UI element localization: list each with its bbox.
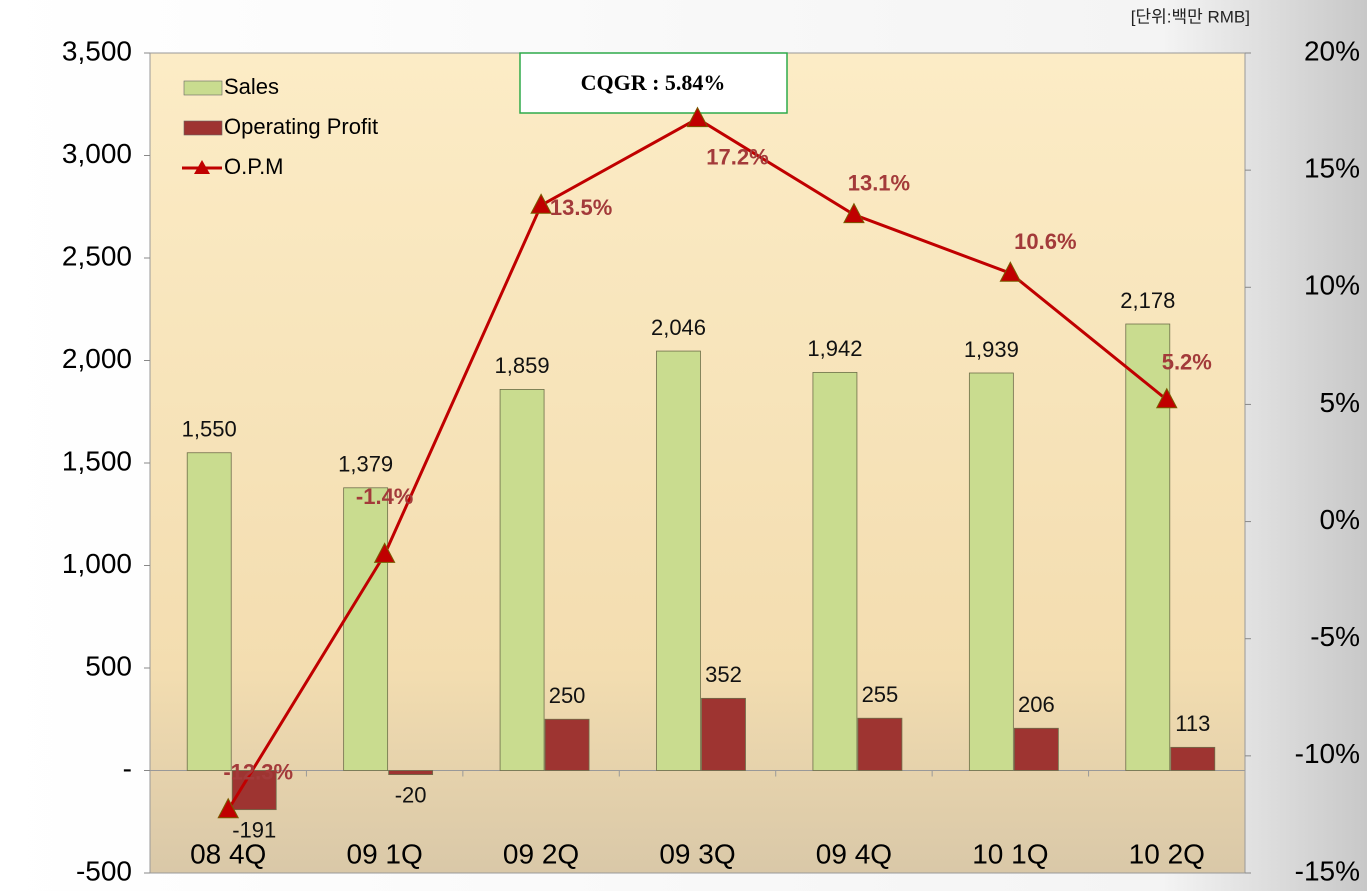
- data-label: 17.2%: [706, 144, 768, 169]
- x-tick-label: 09 2Q: [503, 838, 579, 869]
- y2-tick-label: -5%: [1310, 621, 1360, 652]
- bar: [702, 698, 746, 770]
- y2-tick-label: -15%: [1295, 855, 1360, 886]
- y-tick-label: 3,500: [62, 35, 132, 66]
- data-label: 1,859: [495, 353, 550, 378]
- data-label: 352: [705, 662, 742, 687]
- bar: [813, 372, 857, 770]
- bar: [1171, 747, 1215, 770]
- x-tick-label: 08 4Q: [190, 838, 266, 869]
- data-label: 255: [862, 682, 899, 707]
- data-label: 5.2%: [1162, 350, 1212, 375]
- bar: [969, 373, 1013, 770]
- data-label: 1,550: [182, 417, 237, 442]
- y2-tick-label: 0%: [1320, 504, 1360, 535]
- y-tick-label: 500: [85, 650, 132, 681]
- data-label: 13.5%: [550, 195, 612, 220]
- bar: [500, 389, 544, 770]
- bar: [187, 453, 231, 771]
- y-tick-label: -500: [76, 855, 132, 886]
- y-tick-label: 1,000: [62, 548, 132, 579]
- y-tick-label: 1,500: [62, 445, 132, 476]
- data-label: 2,046: [651, 315, 706, 340]
- bar: [389, 771, 433, 775]
- y2-tick-label: 5%: [1320, 387, 1360, 418]
- bar: [344, 488, 388, 771]
- y2-tick-label: 20%: [1304, 35, 1360, 66]
- unit-note: [단위:백만 RMB]: [1131, 7, 1250, 26]
- data-label: 206: [1018, 692, 1055, 717]
- data-label: 250: [549, 683, 586, 708]
- legend-label: O.P.M: [224, 154, 284, 179]
- y2-tick-label: 15%: [1304, 153, 1360, 184]
- data-label: -1.4%: [356, 484, 413, 509]
- x-tick-label: 09 4Q: [816, 838, 892, 869]
- y-tick-label: 2,000: [62, 343, 132, 374]
- x-tick-label: 10 1Q: [972, 838, 1048, 869]
- data-label: -12.3%: [223, 760, 293, 785]
- data-label: 2,178: [1120, 288, 1175, 313]
- x-tick-label: 10 2Q: [1129, 838, 1205, 869]
- bar: [1126, 324, 1170, 770]
- y-tick-label: 2,500: [62, 240, 132, 271]
- legend-swatch: [184, 121, 222, 135]
- data-label: 1,379: [338, 452, 393, 477]
- x-tick-label: 09 3Q: [659, 838, 735, 869]
- legend-label: Sales: [224, 74, 279, 99]
- annotation: CQGR : 5.84%: [581, 70, 726, 95]
- y2-tick-label: -10%: [1295, 738, 1360, 769]
- chart: [단위:백만 RMB] CQGR : 5.84% 3,500 3,000 2,500…: [0, 0, 1367, 891]
- data-label: -20: [395, 782, 427, 807]
- x-tick-label: 09 1Q: [347, 838, 423, 869]
- data-label: 1,939: [964, 337, 1019, 362]
- data-label: 1,942: [807, 336, 862, 361]
- y-tick-label: -: [123, 753, 132, 784]
- bar: [858, 718, 902, 770]
- data-label: -191: [232, 817, 276, 842]
- legend-label: Operating Profit: [224, 114, 378, 139]
- data-label: 13.1%: [848, 170, 910, 195]
- y-tick-label: 3,000: [62, 138, 132, 169]
- data-label: 113: [1175, 711, 1210, 736]
- y2-tick-label: 10%: [1304, 270, 1360, 301]
- data-label: 10.6%: [1014, 229, 1076, 254]
- bar: [1014, 728, 1058, 770]
- legend-swatch: [184, 81, 222, 95]
- bar: [545, 719, 589, 770]
- bar: [657, 351, 701, 770]
